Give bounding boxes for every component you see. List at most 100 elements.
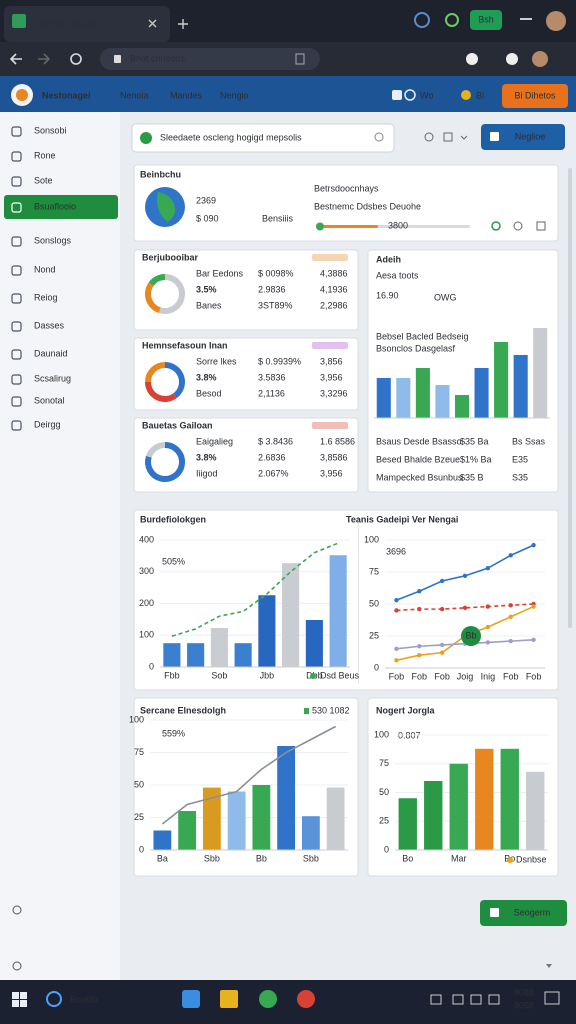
bar [398, 798, 417, 850]
line-point [508, 638, 513, 644]
start-logo[interactable] [20, 992, 27, 999]
primary-button-label[interactable]: Neglioe [515, 131, 546, 141]
line-point [439, 650, 445, 655]
bar [449, 763, 468, 850]
sidebar-item[interactable]: Bsuaflooio [34, 201, 76, 211]
sidebar-item[interactable]: Sonsobi [34, 125, 67, 135]
line-point [531, 604, 536, 609]
tray-icon [452, 994, 464, 1005]
card-cell: Bar Eedons [196, 268, 244, 278]
card-cell: 3.5% [196, 284, 217, 294]
card-cell: S35 [512, 472, 528, 482]
header-icon [404, 89, 416, 101]
clock: 8088 [514, 987, 534, 997]
sidebar-item[interactable]: Daunaid [34, 348, 68, 358]
sidebar-icon [11, 265, 22, 276]
footer-button[interactable] [480, 900, 567, 926]
start-logo[interactable] [12, 992, 19, 999]
card-cell: $ 3.8436 [258, 436, 293, 446]
globe-land [157, 192, 176, 222]
sidebar-item[interactable]: Scsalirug [34, 373, 71, 383]
task-app[interactable] [297, 990, 315, 1008]
sidebar-icon [11, 321, 22, 332]
x-tick-label: Fob [412, 671, 428, 681]
start-logo[interactable] [20, 1000, 27, 1007]
task-app[interactable] [220, 990, 238, 1008]
primary-button[interactable] [481, 124, 565, 150]
line-point [485, 640, 491, 645]
taskbar-search[interactable]: Bnoblb [70, 994, 98, 1004]
x-tick-label: Fob [434, 671, 450, 681]
tray-icon [430, 994, 442, 1005]
y-tick-label: 100 [364, 534, 379, 544]
nav-item[interactable]: Nenoia [120, 90, 149, 100]
card [133, 249, 359, 331]
y-tick-label: 50 [379, 787, 389, 797]
new-tab[interactable] [178, 19, 188, 29]
button-icon [490, 132, 499, 141]
browser-button[interactable] [470, 10, 502, 30]
card-cell: 3ST89% [258, 300, 293, 310]
tab-close[interactable] [148, 19, 157, 28]
y-tick-label: 0 [374, 662, 379, 672]
footer-button-label[interactable]: Seogerm [514, 907, 551, 917]
sidebar-item[interactable]: Sonotal [34, 395, 65, 405]
line-point [394, 646, 399, 651]
sidebar-item[interactable]: Nond [34, 264, 56, 274]
card-cell: 3,3296 [320, 388, 348, 398]
sidebar-item[interactable]: Reiog [34, 292, 58, 302]
x-tick-label: Fob [503, 671, 519, 681]
notifications[interactable] [544, 991, 560, 1005]
bar [234, 643, 252, 667]
start-logo[interactable] [12, 1000, 19, 1007]
card-cell: Sorre lkes [196, 356, 237, 366]
browser-button-label[interactable]: Bsh [478, 14, 494, 24]
nav-forward[interactable] [38, 53, 51, 65]
y-tick-label: 0 [149, 661, 154, 671]
sidebar-item[interactable]: Dasses [34, 320, 65, 330]
sidebar-item[interactable]: Sonslogs [34, 235, 72, 245]
card-tag [312, 254, 348, 261]
x-tick-label: Ba [157, 853, 168, 863]
donut-segment [145, 362, 166, 383]
slider-knob[interactable] [316, 222, 324, 231]
card-cell: $35 B [460, 472, 484, 482]
task-app[interactable] [182, 990, 200, 1008]
bar [153, 830, 172, 850]
sidebar-icon [11, 126, 22, 137]
card-cell: 3.8% [196, 372, 217, 382]
nav-back[interactable] [9, 53, 22, 65]
header-action-label[interactable]: Bi Dihetos [514, 90, 556, 100]
donut-segment [145, 442, 185, 482]
line-point [462, 573, 468, 579]
taskbar [0, 980, 576, 1024]
address-bar[interactable] [100, 48, 320, 70]
line-point [417, 644, 422, 649]
card-title: Bauetas Gailoan [142, 420, 213, 430]
tray-icon [488, 994, 500, 1005]
sidebar-item[interactable]: Deirgg [34, 419, 61, 429]
sidebar-icon [11, 151, 22, 162]
line-point [485, 624, 491, 630]
task-app[interactable] [259, 990, 277, 1008]
omni-icon [295, 53, 305, 65]
y-tick-label: 100 [374, 729, 389, 739]
x-tick-label: Joig [457, 671, 474, 681]
nav-item[interactable]: Mandes [170, 90, 203, 100]
sidebar-item[interactable]: Rone [34, 150, 56, 160]
tray-icon [470, 994, 482, 1005]
card-cell: 3.8% [196, 452, 217, 462]
sidebar-item[interactable]: Sote [34, 175, 53, 185]
card [367, 249, 559, 493]
window-min [520, 18, 532, 20]
tool-icon [424, 132, 434, 142]
header-action[interactable] [502, 84, 568, 108]
line-point [394, 658, 399, 663]
y-tick-label: 400 [139, 534, 154, 544]
line-point [394, 597, 399, 603]
card-icon [491, 221, 501, 231]
scrollbar [568, 168, 572, 628]
search-box[interactable] [131, 123, 395, 153]
nav-item[interactable]: Nengio [220, 90, 249, 100]
reload[interactable] [70, 53, 82, 65]
